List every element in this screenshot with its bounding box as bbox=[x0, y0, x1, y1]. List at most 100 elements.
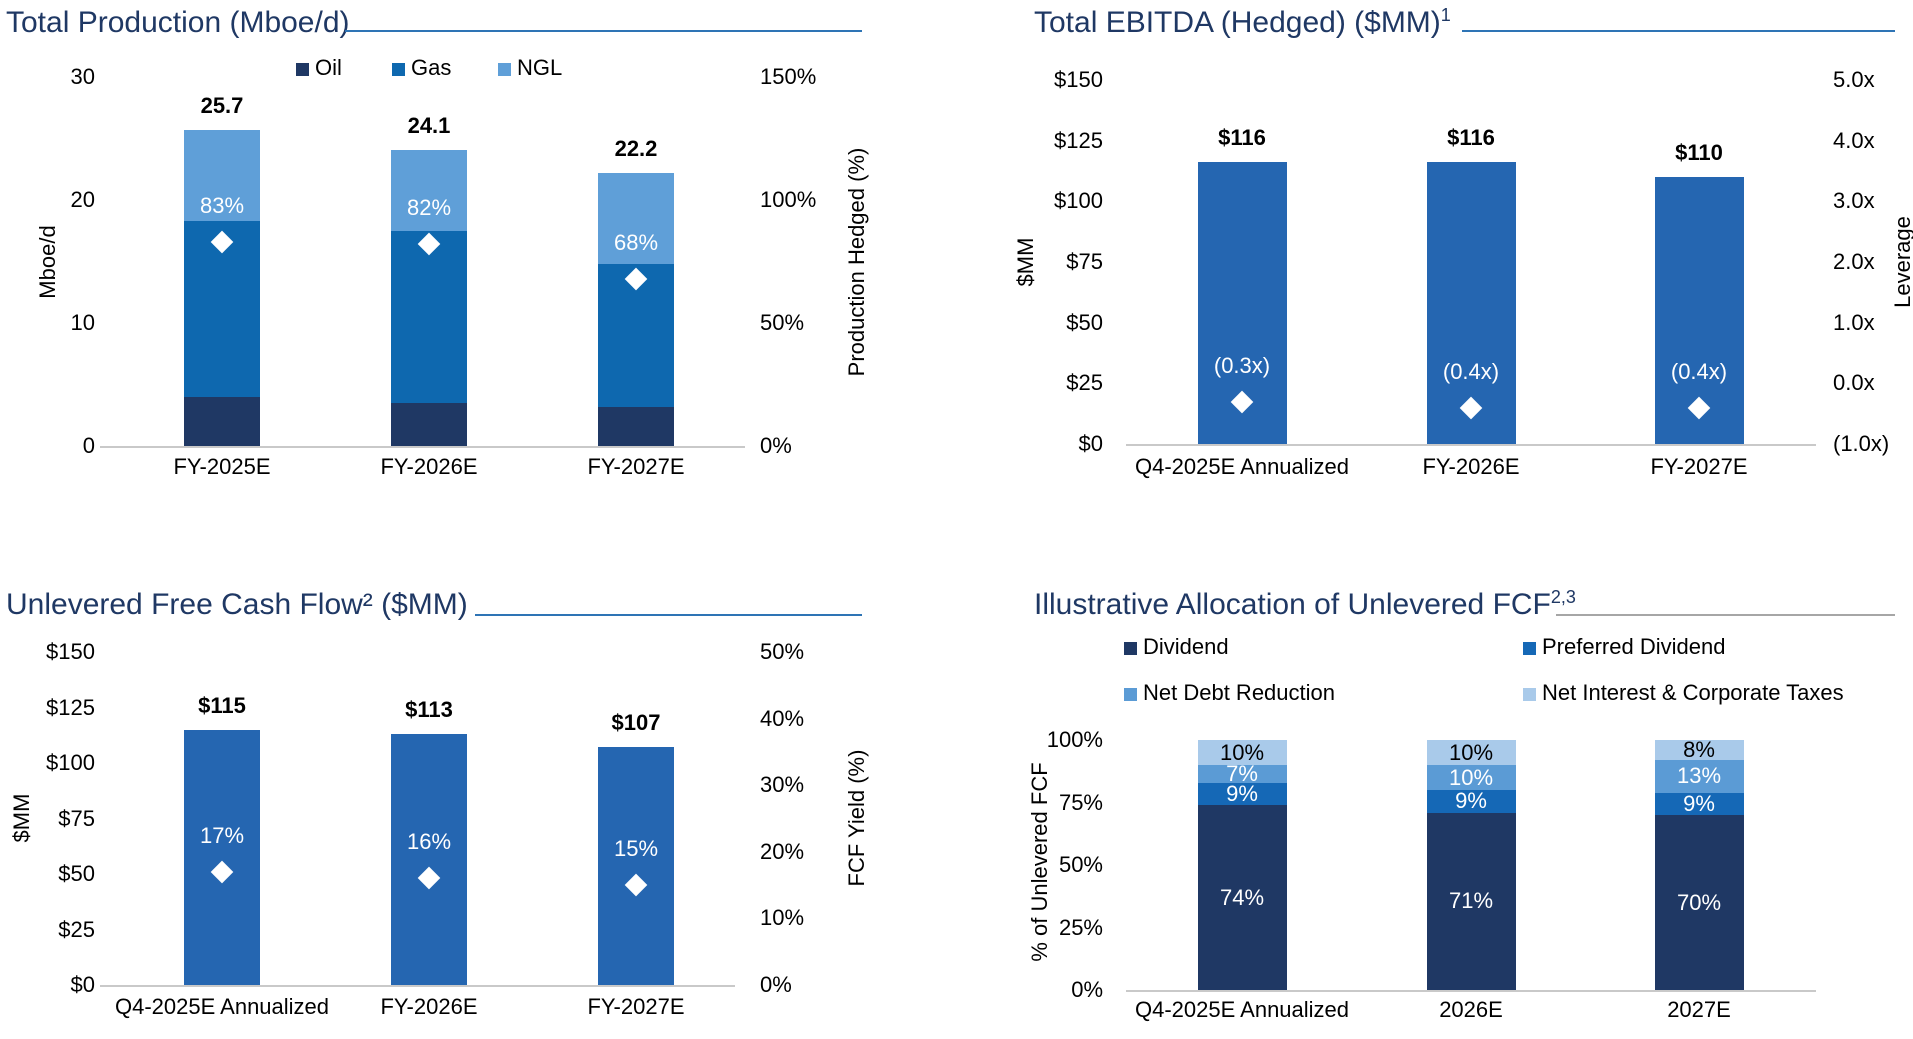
x-axis-category-label: FY-2027E bbox=[1650, 454, 1748, 479]
x-axis-category-label: Q4-2025E Annualized bbox=[114, 994, 330, 1019]
chart3-right-axis-title: FCF Yield (%) bbox=[844, 749, 869, 887]
bar-segment-net-interest-corporate-taxes bbox=[1426, 740, 1516, 765]
right-axis-tick-label: 20% bbox=[760, 838, 805, 864]
marker-value-label: (0.3x) bbox=[1213, 352, 1271, 378]
left-axis-tick-label: 0% bbox=[1071, 977, 1103, 1002]
gas-swatch-icon bbox=[392, 63, 405, 76]
bar-segment-label: 8% bbox=[1683, 737, 1715, 762]
chart1-title-text: Total Production (Mboe/d) bbox=[6, 6, 350, 39]
left-axis-tick-label: $125 bbox=[46, 694, 95, 720]
left-axis-tick-label: 20 bbox=[70, 187, 95, 212]
bar-value-label: $107 bbox=[611, 710, 661, 736]
chart3-title: Unlevered Free Cash Flow² ($MM) bbox=[6, 588, 468, 622]
bar-segment-net-debt-reduction bbox=[1197, 765, 1287, 783]
bar-value-label: $113 bbox=[405, 697, 453, 723]
ngl-swatch-icon bbox=[498, 63, 511, 76]
marker-value-label: 16% bbox=[406, 829, 452, 855]
x-axis-category-label: FY-2026E bbox=[1422, 454, 1520, 479]
left-axis-tick-label: 10 bbox=[70, 310, 95, 335]
bar-segment-label: 70% bbox=[1676, 889, 1722, 915]
net-interest-taxes-swatch-icon bbox=[1523, 688, 1536, 701]
left-axis-tick-label: $100 bbox=[1054, 188, 1103, 214]
bar-segment-dividend bbox=[1426, 812, 1516, 990]
chart4-legend-item-net-debt-reduction: Net Debt Reduction bbox=[1124, 682, 1335, 704]
chart1-legend-item-gas: Gas bbox=[392, 57, 451, 79]
marker-value-label: (0.4x) bbox=[1670, 358, 1728, 384]
chart1-legend-label-ngl: NGL bbox=[517, 55, 563, 80]
x-axis-line bbox=[1126, 444, 1816, 446]
right-axis-tick-label: 50% bbox=[760, 639, 805, 664]
x-axis-line bbox=[100, 446, 745, 448]
bar-value-label: $116 bbox=[1447, 125, 1495, 151]
marker-value-label: 83% bbox=[199, 192, 245, 218]
preferred-dividend-swatch-icon bbox=[1523, 642, 1536, 655]
left-axis-tick-label: $25 bbox=[58, 916, 95, 942]
right-axis-tick-label: 40% bbox=[760, 705, 805, 731]
bar-segment-label: 13% bbox=[1676, 763, 1722, 789]
right-axis-tick-label: 30% bbox=[760, 772, 805, 798]
bar-segment-dividend bbox=[1654, 815, 1744, 990]
chart2-title-rule bbox=[1462, 30, 1895, 32]
x-axis-category-label: Q4-2025E Annualized bbox=[1134, 997, 1350, 1022]
chart1-legend-label-gas: Gas bbox=[411, 55, 452, 80]
net-debt-reduction-swatch-icon bbox=[1124, 688, 1137, 701]
left-axis-tick-label: $75 bbox=[58, 805, 95, 831]
right-axis-tick-label: 0.0x bbox=[1833, 370, 1875, 396]
bar-segment-preferred-dividend bbox=[1654, 792, 1744, 815]
bar-value-label: 25.7 bbox=[200, 92, 244, 118]
x-axis-category-label: FY-2027E bbox=[587, 454, 685, 479]
chart1-title: Total Production (Mboe/d) bbox=[6, 6, 350, 40]
bar-segment-label: 74% bbox=[1219, 884, 1265, 910]
chart4-legend-item-dividend: Dividend bbox=[1124, 636, 1229, 658]
bar-segment-oil bbox=[391, 402, 467, 446]
x-axis-category-label: FY-2026E bbox=[380, 454, 478, 479]
bar-value-label: $116 bbox=[1218, 125, 1266, 151]
right-axis-tick-label: 3.0x bbox=[1833, 188, 1875, 214]
bar-segment-label: 10% bbox=[1448, 764, 1494, 790]
right-axis-tick-label: 2.0x bbox=[1833, 248, 1875, 274]
right-axis-tick-label: 50% bbox=[760, 310, 805, 335]
x-axis-category-label: FY-2025E bbox=[173, 454, 271, 479]
x-axis-category-label: 2027E bbox=[1667, 997, 1731, 1022]
x-axis-line bbox=[100, 985, 735, 987]
marker-value-label: (0.4x) bbox=[1442, 358, 1500, 384]
x-axis-line bbox=[1126, 990, 1816, 992]
bar-segment-ngl bbox=[184, 129, 260, 221]
bar-segment-label: 9% bbox=[1683, 790, 1715, 816]
bar-segment-label: 9% bbox=[1226, 780, 1258, 806]
bar-segment-ngl bbox=[391, 149, 467, 231]
right-axis-tick-label: 4.0x bbox=[1833, 127, 1875, 153]
x-axis-category-label: FY-2027E bbox=[587, 994, 685, 1019]
chart1-legend-label-oil: Oil bbox=[315, 55, 342, 80]
chart4-legend-item-net-interest-taxes: Net Interest & Corporate Taxes bbox=[1523, 682, 1844, 704]
bar-segment-oil bbox=[598, 406, 674, 446]
chart4-title-rule bbox=[1556, 614, 1895, 616]
right-axis-tick-label: (1.0x) bbox=[1833, 431, 1890, 456]
left-axis-tick-label: 0 bbox=[82, 433, 95, 458]
bar-segment-label: 10% bbox=[1448, 739, 1494, 765]
chart1-left-axis-title: Mboe/d bbox=[35, 225, 60, 299]
chart1-right-axis-title: Production Hedged (%) bbox=[844, 147, 869, 377]
chart4-legend-item-preferred-dividend: Preferred Dividend bbox=[1523, 636, 1725, 658]
marker-value-label: 82% bbox=[406, 195, 452, 221]
bar-segment-label: 10% bbox=[1219, 739, 1265, 765]
bar-segment-ngl bbox=[598, 172, 674, 264]
chart4-title: Illustrative Allocation of Unlevered FCF… bbox=[1034, 588, 1576, 622]
chart3-title-rule bbox=[475, 614, 862, 616]
left-axis-tick-label: 100% bbox=[1046, 727, 1103, 752]
right-axis-tick-label: 1.0x bbox=[1833, 309, 1875, 335]
left-axis-tick-label: 30 bbox=[70, 64, 95, 89]
marker-value-label: 15% bbox=[613, 836, 659, 862]
left-axis-tick-label: $100 bbox=[46, 750, 95, 775]
bar-segment-preferred-dividend bbox=[1197, 782, 1287, 805]
left-axis-tick-label: $150 bbox=[1054, 66, 1103, 92]
bar-segment-unlevered-fcf bbox=[184, 729, 260, 985]
chart2-title-sup: 1 bbox=[1440, 5, 1451, 25]
bar-segment-oil bbox=[184, 396, 260, 446]
bar-segment-gas bbox=[391, 230, 467, 403]
left-axis-tick-label: $0 bbox=[1078, 431, 1103, 456]
chart1-legend-item-oil: Oil bbox=[296, 57, 342, 79]
right-axis-tick-label: 10% bbox=[760, 905, 805, 931]
chart4-title-text: Illustrative Allocation of Unlevered FCF bbox=[1034, 588, 1551, 621]
bar-value-label: 22.2 bbox=[614, 135, 658, 161]
